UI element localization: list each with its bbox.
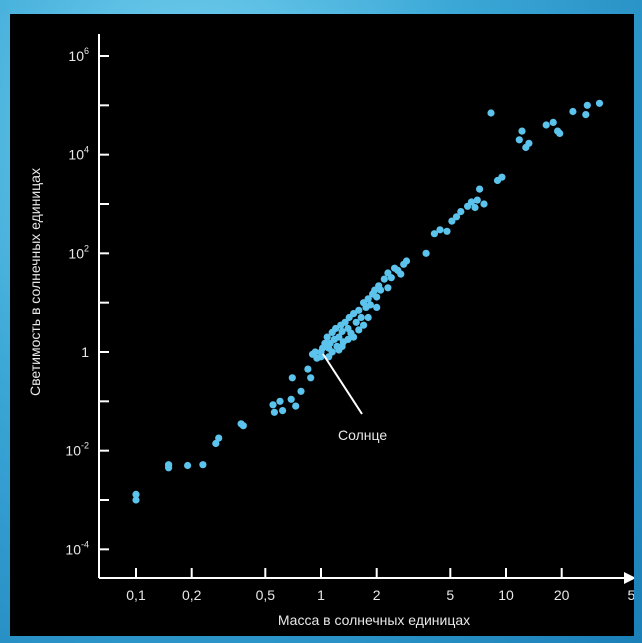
y-tick-label: 104 xyxy=(68,145,89,163)
x-tick-label: 5 xyxy=(446,587,454,603)
x-tick-label: 0,2 xyxy=(182,587,202,603)
data-point xyxy=(366,301,374,309)
data-point xyxy=(569,107,577,116)
data-point xyxy=(276,397,284,405)
data-point xyxy=(132,490,140,498)
data-point xyxy=(443,227,451,235)
chart-frame: 10-4 10-2 1 102 104 106 0,1 0,2 0,5 1 2 5 10 20 50 Со… xyxy=(10,14,634,636)
data-point xyxy=(430,230,438,238)
data-point xyxy=(360,321,368,329)
data-point xyxy=(332,324,340,333)
data-point xyxy=(452,213,461,221)
data-point xyxy=(184,461,192,470)
data-point xyxy=(473,196,481,204)
data-point xyxy=(335,346,343,354)
data-point xyxy=(448,217,456,225)
data-point xyxy=(377,286,385,294)
y-tick-label: 10-2 xyxy=(65,441,89,459)
data-point xyxy=(355,326,363,334)
data-point xyxy=(498,173,506,181)
data-point xyxy=(321,339,329,347)
data-point xyxy=(487,109,495,117)
data-point xyxy=(457,208,465,216)
annotation-label: Солнце xyxy=(338,427,387,443)
data-point xyxy=(288,374,296,382)
sun-annotation: Солнце xyxy=(322,353,387,443)
x-axis-label: Масса в солнечных единицах xyxy=(278,612,470,628)
data-point xyxy=(387,274,395,282)
x-tick-label: 10 xyxy=(498,587,514,603)
x-ticks: 0,1 0,2 0,5 1 2 5 10 20 50 xyxy=(126,568,634,603)
y-tick-label: 102 xyxy=(68,243,89,261)
data-point xyxy=(311,348,319,356)
data-point xyxy=(515,136,523,144)
data-point xyxy=(582,111,590,119)
data-point xyxy=(542,121,550,129)
data-point xyxy=(471,203,479,212)
annotation-leader-line xyxy=(322,353,363,415)
data-point xyxy=(525,139,533,147)
data-point xyxy=(212,439,220,448)
data-point xyxy=(350,333,358,341)
data-point xyxy=(270,408,278,416)
data-point xyxy=(480,200,488,208)
data-point xyxy=(215,434,223,442)
data-point xyxy=(335,333,343,341)
data-point xyxy=(355,306,363,314)
data-point xyxy=(583,101,591,109)
data-point xyxy=(595,99,604,107)
data-point xyxy=(279,407,287,415)
data-point xyxy=(338,327,346,336)
x-tick-label: 0,5 xyxy=(256,587,276,603)
data-point xyxy=(352,318,360,326)
data-point xyxy=(341,318,349,326)
data-point xyxy=(556,129,564,137)
data-point xyxy=(364,313,372,322)
data-point xyxy=(373,303,381,311)
data-point xyxy=(380,275,388,283)
data-point xyxy=(402,257,411,265)
data-point xyxy=(165,461,173,469)
x-tick-label: 2 xyxy=(373,587,381,603)
y-ticks: 10-4 10-2 1 102 104 106 xyxy=(65,46,109,557)
y-tick-label: 106 xyxy=(68,46,89,64)
data-point xyxy=(269,401,277,409)
data-point xyxy=(297,387,305,395)
data-point xyxy=(397,270,405,278)
y-tick-label: 10-4 xyxy=(65,539,89,557)
y-tick-label: 1 xyxy=(81,344,89,360)
data-point xyxy=(304,365,312,373)
x-tick-label: 1 xyxy=(317,587,325,603)
x-tick-label: 20 xyxy=(554,587,570,603)
data-point xyxy=(287,395,295,403)
data-point xyxy=(422,249,430,257)
data-point xyxy=(344,335,352,343)
data-point xyxy=(518,127,526,135)
data-point xyxy=(357,313,365,322)
data-point xyxy=(350,310,358,318)
data-point xyxy=(549,118,557,126)
data-point xyxy=(436,226,444,234)
data-point xyxy=(307,374,315,382)
data-point xyxy=(292,402,300,410)
x-tick-label: 50 xyxy=(628,587,634,603)
data-point xyxy=(373,293,381,301)
x-tick-label: 0,1 xyxy=(126,587,146,603)
data-point xyxy=(237,420,245,428)
data-point xyxy=(199,461,207,469)
data-point xyxy=(132,496,140,504)
data-points xyxy=(132,99,604,504)
data-point xyxy=(323,333,331,341)
data-point xyxy=(328,348,336,356)
data-point xyxy=(384,284,392,292)
data-point xyxy=(476,185,484,193)
y-axis-label: Светимость в солнечных единицах xyxy=(27,168,43,396)
data-point xyxy=(467,198,475,206)
scatter-chart: 10-4 10-2 1 102 104 106 0,1 0,2 0,5 1 2 5 10 20 50 Со… xyxy=(27,34,634,628)
data-point xyxy=(364,295,372,303)
